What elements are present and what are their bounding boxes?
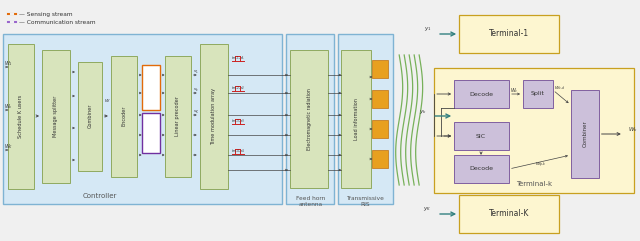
Bar: [454, 80, 509, 108]
Bar: [454, 155, 509, 183]
Text: Time modulation array: Time modulation array: [211, 87, 216, 145]
Text: $s_K$: $s_K$: [193, 108, 198, 116]
Text: $W_k$: $W_k$: [4, 103, 13, 111]
Bar: [372, 60, 388, 78]
Text: Decode: Decode: [469, 167, 493, 172]
Bar: [372, 90, 388, 108]
Text: Terminal-k: Terminal-k: [516, 181, 552, 187]
Text: $y_K$: $y_K$: [423, 205, 431, 213]
Bar: [571, 90, 599, 178]
Text: $y_1$: $y_1$: [424, 25, 431, 33]
Bar: [141, 113, 159, 153]
Text: $t_{m,2}, r_2$: $t_{m,2}, r_2$: [230, 84, 245, 92]
Bar: [141, 65, 159, 110]
Bar: [164, 56, 191, 177]
Text: $s_1$: $s_1$: [193, 68, 198, 76]
Text: $s_k$: $s_k$: [193, 86, 198, 94]
Text: $W_k$: $W_k$: [628, 126, 637, 134]
Text: — Sensing stream: — Sensing stream: [19, 12, 72, 17]
Bar: [454, 122, 509, 150]
Bar: [372, 150, 388, 168]
Text: $W$: $W$: [104, 96, 110, 103]
Text: $W_K$: $W_K$: [4, 142, 13, 151]
Text: Decode: Decode: [469, 92, 493, 96]
Text: Encoder: Encoder: [121, 106, 126, 126]
Bar: [3, 34, 282, 204]
Text: Linear precoder: Linear precoder: [175, 96, 180, 136]
Bar: [200, 44, 228, 189]
Text: Feed horn
antenna: Feed horn antenna: [296, 196, 325, 207]
Text: Electromagnetic radiation: Electromagnetic radiation: [307, 88, 312, 150]
Bar: [42, 50, 70, 183]
Bar: [434, 68, 634, 193]
Text: — Communication stream: — Communication stream: [19, 20, 95, 25]
Text: $y_k$: $y_k$: [419, 108, 427, 116]
Bar: [339, 34, 393, 204]
Text: $t_{m,3}, r_3$: $t_{m,3}, r_3$: [230, 117, 245, 125]
Bar: [341, 50, 371, 188]
Text: Combiner: Combiner: [87, 104, 92, 128]
Text: Terminal-K: Terminal-K: [489, 209, 529, 219]
Text: $W_c$: $W_c$: [509, 87, 518, 95]
Bar: [291, 50, 328, 188]
Text: Transmissive
RIS: Transmissive RIS: [346, 196, 384, 207]
Text: $W_{c,d}$: $W_{c,d}$: [554, 84, 566, 92]
Text: Controller: Controller: [83, 193, 117, 199]
Bar: [111, 56, 137, 177]
Text: $t_{m,4}, r_4$: $t_{m,4}, r_4$: [230, 147, 245, 155]
Text: $W_1$: $W_1$: [4, 60, 13, 68]
Bar: [372, 120, 388, 138]
Text: Terminal-1: Terminal-1: [489, 29, 529, 39]
Text: Schedule K users: Schedule K users: [19, 94, 24, 138]
Bar: [287, 34, 334, 204]
Text: SIC: SIC: [476, 134, 486, 139]
Text: Load information: Load information: [354, 98, 359, 140]
Text: Message splitter: Message splitter: [53, 95, 58, 137]
Bar: [523, 80, 553, 108]
Text: $t_{m,1}, r_1$: $t_{m,1}, r_1$: [230, 54, 245, 62]
Text: $W_{p,k}$: $W_{p,k}$: [535, 161, 547, 169]
Text: Combiner: Combiner: [582, 121, 588, 147]
Bar: [78, 62, 102, 171]
Bar: [459, 195, 559, 233]
Bar: [8, 44, 34, 189]
Bar: [459, 15, 559, 53]
Text: Split: Split: [531, 92, 545, 96]
